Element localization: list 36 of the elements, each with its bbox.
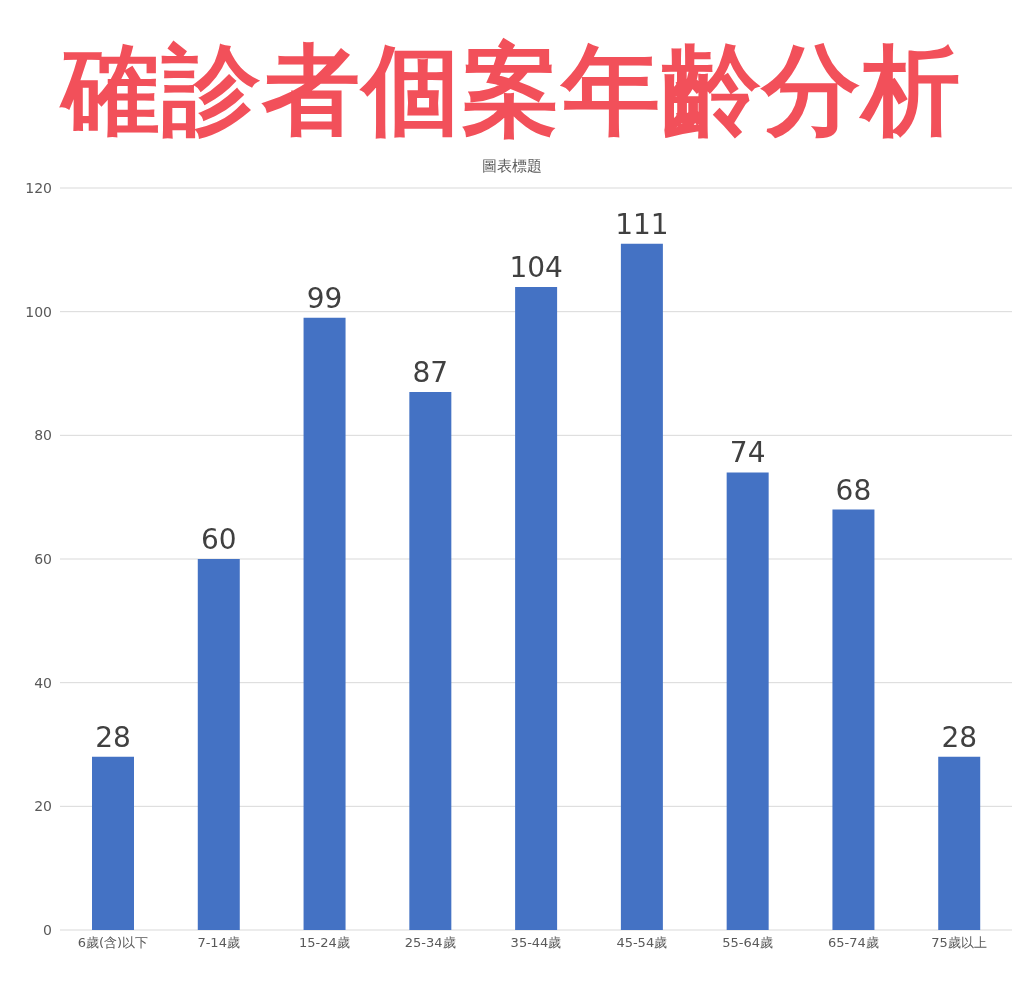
y-tick-label: 60 [34,550,52,567]
x-tick-label: 75歲以上 [931,935,987,951]
chart-subtitle: 圖表標題 [481,156,543,176]
bar [938,756,981,930]
bar [515,286,558,930]
bar [409,392,452,930]
x-tick-label: 6歲(含)以下 [77,935,149,951]
bar [92,756,134,930]
x-tick-label: 55-64歲 [722,935,773,951]
bar [832,509,875,930]
bar [726,472,769,930]
data-label: 87 [412,356,449,390]
y-tick-label: 100 [25,303,52,320]
data-label: 68 [835,473,872,507]
x-tick-label: 25-34歲 [404,935,456,951]
data-label: 60 [200,523,237,556]
data-label: 74 [729,436,766,470]
bar [303,317,346,930]
x-tick-label: 15-24歲 [299,935,350,951]
x-tick-label: 65-74歲 [827,935,879,951]
y-tick-label: 0 [43,921,52,938]
x-tick-label: 7-14歲 [197,935,240,951]
y-tick-label: 20 [34,798,52,815]
bar [197,559,240,930]
x-tick-label: 35-44歲 [510,935,562,951]
chart-title: 確診者個案年齡分析 [58,32,963,149]
y-tick-label: 120 [25,179,52,196]
y-tick-label: 40 [34,674,52,691]
bar [620,243,663,930]
data-label: 99 [306,281,343,315]
data-label: 28 [941,720,978,754]
data-label: 111 [615,207,669,241]
y-tick-label: 80 [34,427,52,444]
data-label: 28 [95,720,131,754]
data-label: 104 [509,250,563,284]
x-tick-label: 45-54歲 [616,935,668,951]
